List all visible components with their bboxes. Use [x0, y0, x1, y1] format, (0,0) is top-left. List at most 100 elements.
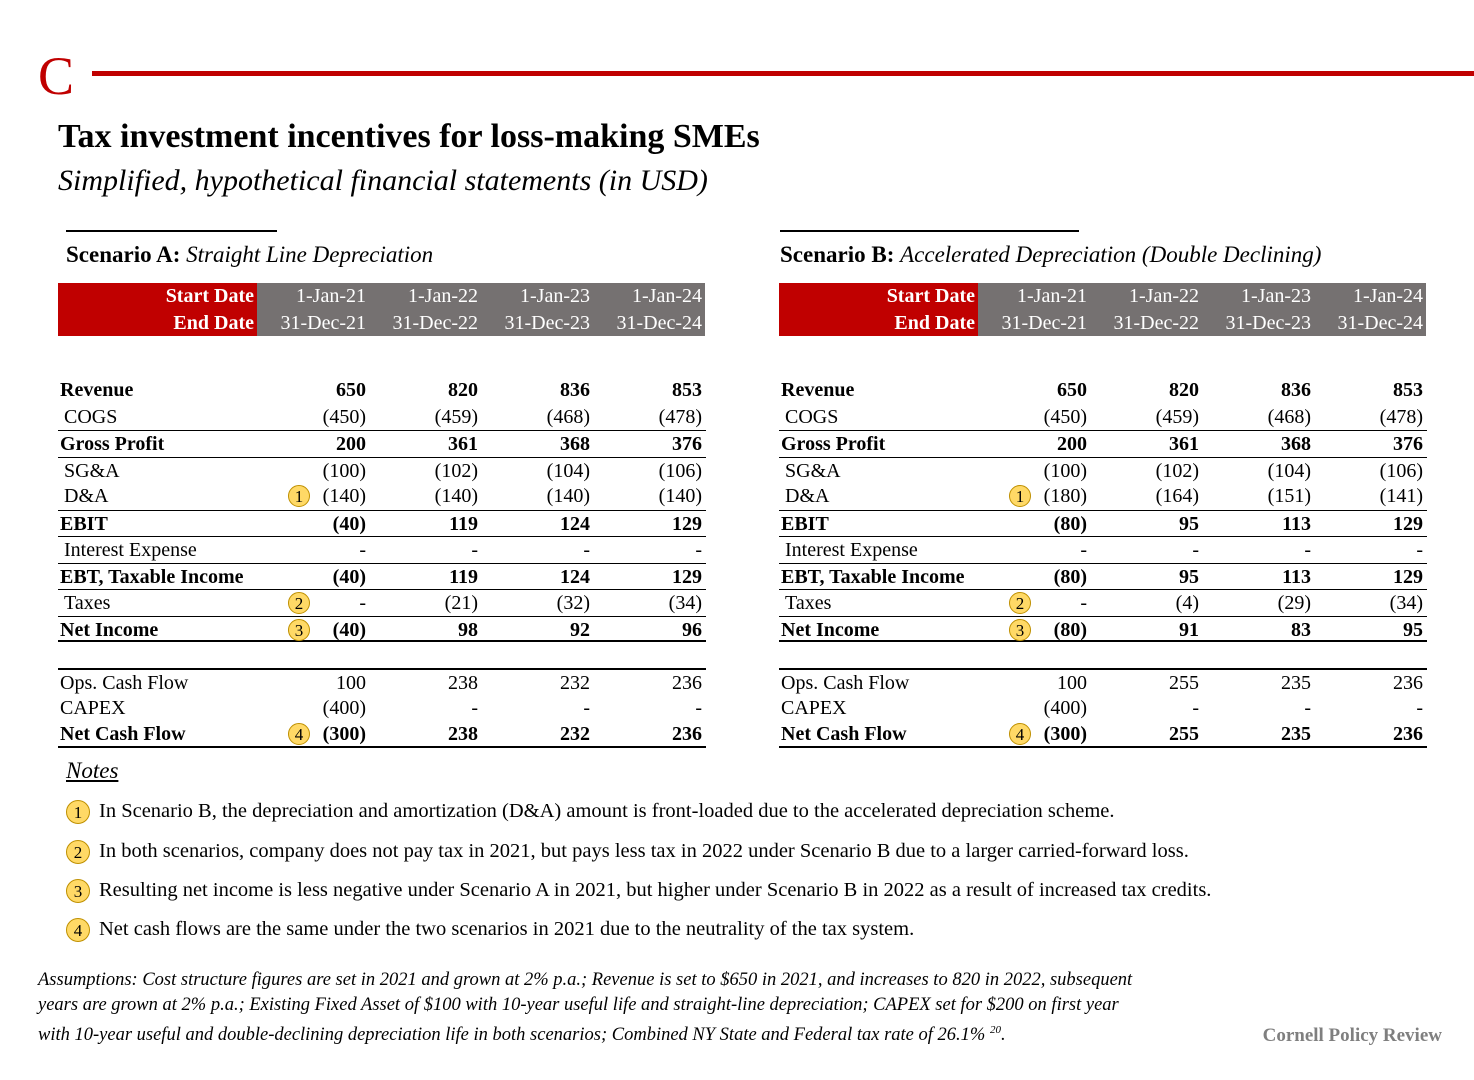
row-value: (400) — [322, 696, 366, 719]
row-label: EBIT — [781, 512, 829, 535]
row-value: 836 — [1281, 379, 1311, 401]
row-value: 650 — [1057, 379, 1087, 401]
row-label: CAPEX — [60, 696, 126, 719]
row-label: Ops. Cash Flow — [781, 672, 910, 694]
row-value: 129 — [672, 512, 702, 535]
header-rule — [92, 71, 1474, 76]
scenario-a-name: Straight Line Depreciation — [186, 242, 434, 267]
spacer — [58, 336, 706, 377]
row-label: Interest Expense — [64, 539, 197, 561]
row-value: 836 — [560, 379, 590, 401]
row-value: (468) — [546, 405, 590, 428]
row-value: - — [695, 696, 702, 719]
header-date-end: 31-Dec-22 — [1090, 309, 1202, 336]
note-item: 2 In both scenarios, company does not pay… — [66, 840, 1189, 865]
row-value: 820 — [448, 379, 478, 401]
row-value: 119 — [449, 565, 478, 588]
table-row: EBT, Taxable Income (80) 95 113 129 — [779, 562, 1427, 590]
table-row: SG&A (100) (102) (104) (106) — [58, 456, 706, 484]
row-value: - — [1080, 539, 1087, 561]
row-value: (468) — [1267, 405, 1311, 428]
header-date-end: 31-Dec-21 — [978, 309, 1090, 336]
scenario-b-table: Start Date 1-Jan-21 1-Jan-22 1-Jan-23 1-Jan-… — [779, 283, 1427, 748]
row-value: (34) — [1389, 592, 1423, 614]
note-item: 3 Resulting net income is less negative u… — [66, 879, 1212, 904]
row-label: Taxes — [785, 592, 832, 614]
row-value: 368 — [560, 433, 590, 455]
row-label: COGS — [785, 405, 839, 428]
row-value: 236 — [1393, 723, 1423, 745]
row-value: 124 — [560, 565, 590, 588]
table-row: Net Cash Flow (300) 238 232 236 4 — [58, 721, 706, 748]
row-value: - — [471, 539, 478, 561]
header-row-start: Start Date 1-Jan-21 1-Jan-22 1-Jan-23 1-Jan-… — [58, 283, 706, 310]
row-value: (300) — [322, 723, 366, 745]
row-value: (102) — [1155, 459, 1199, 482]
row-value: - — [359, 539, 366, 561]
row-value: 129 — [1393, 512, 1423, 535]
header-date-start: 1-Jan-22 — [1090, 283, 1202, 310]
row-label: Taxes — [64, 592, 111, 614]
row-label: EBIT — [60, 512, 108, 535]
row-value: (180) — [1043, 485, 1087, 507]
row-value: 232 — [560, 723, 590, 745]
spacer — [58, 642, 706, 668]
note-badge: 2 — [66, 840, 90, 865]
row-value: 236 — [1393, 672, 1423, 694]
header-row-end: End Date 31-Dec-21 31-Dec-22 31-Dec-23 31-De… — [58, 309, 706, 336]
table-row: EBIT (40) 119 124 129 — [58, 509, 706, 537]
row-value: 650 — [336, 379, 366, 401]
row-label: Net Cash Flow — [781, 723, 907, 745]
row-value: (80) — [1053, 618, 1087, 641]
row-label: Gross Profit — [60, 433, 165, 455]
note-text: Resulting net income is less negative un… — [99, 879, 1212, 901]
table-row: Taxes - (21) (32) (34) 2 — [58, 589, 706, 616]
row-value: (40) — [332, 618, 366, 641]
row-value: 361 — [1169, 433, 1199, 455]
row-label: EBT, Taxable Income — [60, 565, 244, 588]
table-row: Taxes - (4) (29) (34) 2 — [779, 589, 1427, 616]
scenario-b-name: Accelerated Depreciation (Double Declini… — [900, 242, 1322, 267]
row-value: (450) — [1043, 405, 1087, 428]
row-value: (459) — [434, 405, 478, 428]
header-date-end: 31-Dec-23 — [1202, 309, 1314, 336]
note-badge: 3 — [66, 879, 90, 904]
row-label: D&A — [64, 485, 109, 507]
row-value: - — [1416, 696, 1423, 719]
note-badge: 3 — [288, 618, 310, 641]
row-value: (450) — [322, 405, 366, 428]
row-value: 238 — [448, 723, 478, 745]
note-text: In Scenario B, the depreciation and amor… — [99, 800, 1115, 822]
notes-heading: Notes — [66, 758, 119, 783]
row-value: (478) — [658, 405, 702, 428]
row-value: 113 — [1282, 512, 1311, 535]
row-value: (80) — [1053, 512, 1087, 535]
note-text: In both scenarios, company does not pay … — [99, 840, 1189, 862]
header-date-end: 31-Dec-24 — [593, 309, 705, 336]
row-value: 255 — [1169, 672, 1199, 694]
row-value: (151) — [1267, 485, 1311, 507]
row-value: 119 — [449, 512, 478, 535]
row-value: 853 — [672, 379, 702, 401]
row-label: Interest Expense — [785, 539, 918, 561]
table-row: Interest Expense - - - - — [58, 536, 706, 563]
table-row: COGS (450) (459) (468) (478) — [779, 404, 1427, 431]
row-value: 129 — [1393, 565, 1423, 588]
table-row: Interest Expense - - - - — [779, 536, 1427, 563]
header-date-start: 1-Jan-23 — [481, 283, 593, 310]
row-label: Ops. Cash Flow — [60, 672, 189, 694]
row-value: - — [471, 696, 478, 719]
row-value: 853 — [1393, 379, 1423, 401]
table-row: Gross Profit 200 361 368 376 — [779, 430, 1427, 457]
assumptions-text: Assumptions: Cost structure figures are … — [38, 970, 1133, 1046]
table-row: Net Income (40) 98 92 96 3 — [58, 615, 706, 642]
row-label: Net Cash Flow — [60, 723, 186, 745]
header-label-start: Start Date — [779, 283, 978, 310]
header-date-end: 31-Dec-24 — [1314, 309, 1426, 336]
scenario-b-heading: Scenario B: Accelerated Depreciation (Do… — [780, 230, 1321, 268]
table-row: D&A (140) (140) (140) (140) 1 — [58, 483, 706, 510]
row-value: (106) — [658, 459, 702, 482]
header-date-start: 1-Jan-23 — [1202, 283, 1314, 310]
spacer — [779, 336, 1427, 377]
row-value: - — [1304, 696, 1311, 719]
